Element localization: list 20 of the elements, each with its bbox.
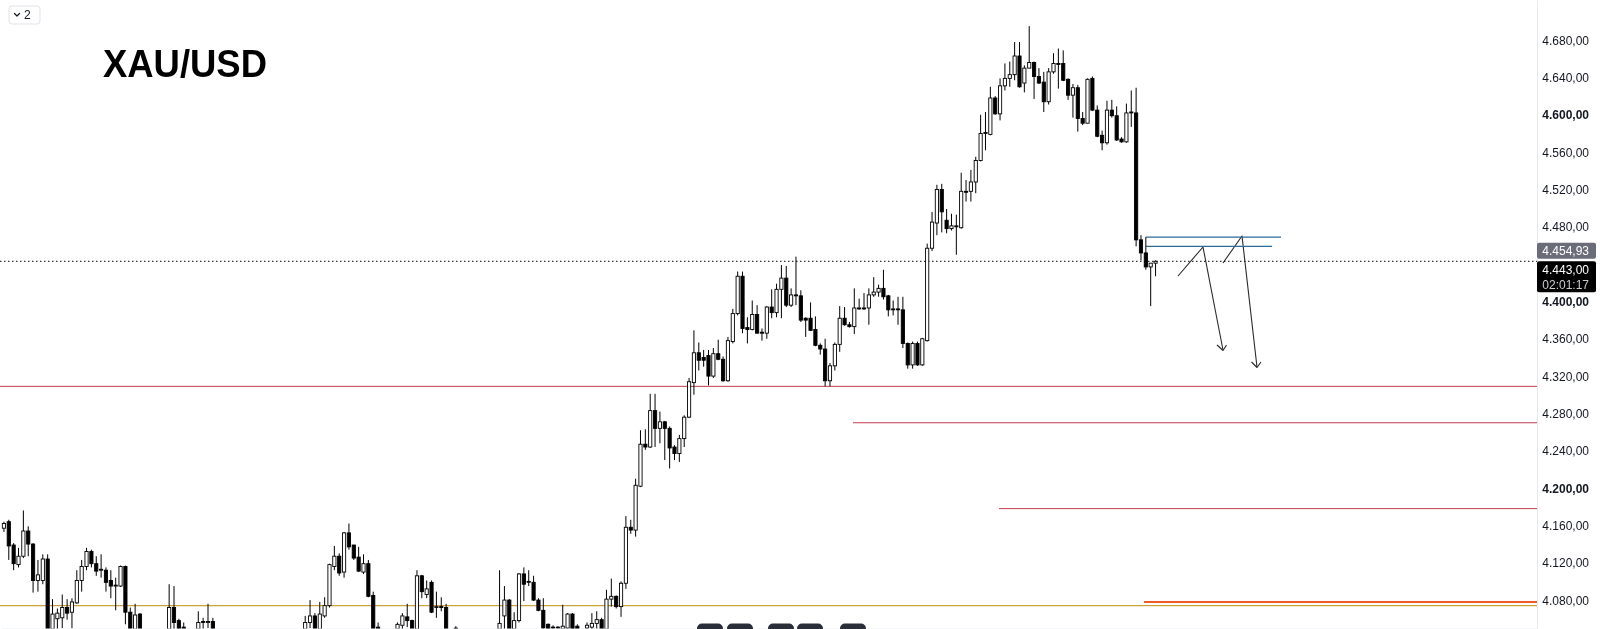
y-tick-label: 4.480,00 — [1542, 220, 1590, 235]
annotation: 2 — [24, 8, 31, 23]
y-tick-label: 4.320,00 — [1542, 369, 1590, 384]
y-tick-label: 4.200,00 — [1542, 481, 1590, 496]
y-tick-label: 4.520,00 — [1542, 183, 1590, 198]
y-tick-label: 4.240,00 — [1542, 444, 1590, 459]
y-tick-label: 4.680,00 — [1542, 33, 1590, 48]
y-tick-label: 4.280,00 — [1542, 407, 1590, 422]
y-tick-label: 4.400,00 — [1542, 295, 1590, 310]
y-tick-label: 4.120,00 — [1542, 556, 1590, 571]
y-tick-label: 4.080,00 — [1542, 593, 1590, 608]
y-tick-label: 4.160,00 — [1542, 519, 1590, 534]
text: 02:01:17 — [1542, 277, 1590, 292]
y-tick-label: 4.360,00 — [1542, 332, 1590, 347]
text: XAU/USD — [103, 43, 275, 85]
y-tick-label: 4.600,00 — [1542, 108, 1590, 123]
y-tick-label: 4.560,00 — [1542, 145, 1590, 160]
text: 4.454,93 — [1542, 244, 1590, 259]
y-tick-label: 4.640,00 — [1542, 71, 1590, 86]
ref-line-label: 4.443,00 — [1542, 262, 1590, 277]
